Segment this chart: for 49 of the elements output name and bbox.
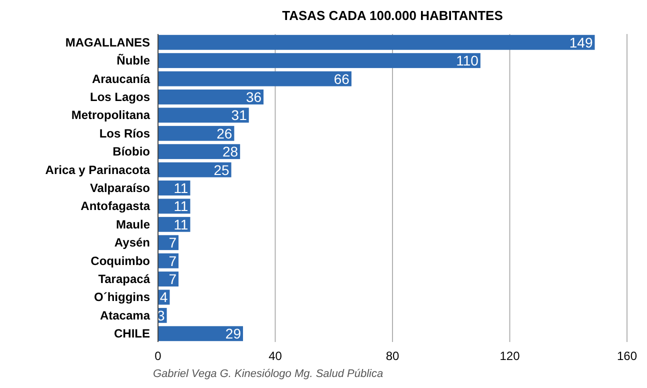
y-tick-label: MAGALLANES [65,35,150,50]
y-tick-label: Arica y Parinacota [45,162,150,177]
y-tick-label: CHILE [114,326,150,341]
data-label: 28 [222,144,238,160]
data-label: 25 [214,162,230,178]
y-tick-label: Coquimbo [90,254,150,268]
x-tick-label: 160 [616,349,638,363]
y-tick-label: Aysén [114,236,150,250]
data-label: 149 [569,34,593,50]
data-label: 66 [334,70,350,87]
x-tick-label: 120 [500,349,520,363]
data-label: 11 [174,198,188,214]
y-tick-label: Ñuble [116,54,150,68]
data-label: 31 [231,107,248,124]
y-tick-label: Maule [116,217,150,232]
x-tick-label: 0 [154,349,162,363]
y-tick-label: Metropolitana [71,108,150,122]
bar [158,90,264,104]
x-tick-label: 80 [386,349,400,363]
bar [158,144,240,160]
bar [158,34,595,50]
data-label: 7 [168,234,177,251]
data-label: 110 [456,52,479,69]
y-tick-label: Los Lagos [90,90,150,104]
x-tick-label: 40 [268,349,282,363]
data-label: 11 [174,180,188,196]
y-tick-label: O´higgins [94,290,150,304]
y-tick-label: Atacama [100,308,150,322]
text: Gabriel Vega G. Kinesiólogo Mg. Salud Pública [153,368,384,380]
bar [158,126,234,141]
data-label: 26 [216,125,232,142]
data-label: 7 [168,252,177,269]
bar [158,53,480,68]
y-tick-label: Bíobio [112,144,150,159]
bar [158,108,249,123]
bar [158,326,244,342]
chart-title: TASAS CADA 100.000 HABITANTES [282,8,504,23]
bar [158,71,352,86]
y-tick-label: Tarapacá [98,272,150,286]
data-label: 11 [174,216,188,232]
data-label: 36 [246,88,262,105]
y-tick-label: Valparaíso [90,181,150,195]
data-label: 29 [225,326,242,342]
y-tick-label: Antofagasta [80,199,150,214]
bar [158,162,232,178]
data-label: 4 [160,289,168,306]
data-label: 7 [168,271,177,288]
y-tick-label: Araucanía [92,72,150,86]
y-tick-label: Los Ríos [99,126,150,140]
